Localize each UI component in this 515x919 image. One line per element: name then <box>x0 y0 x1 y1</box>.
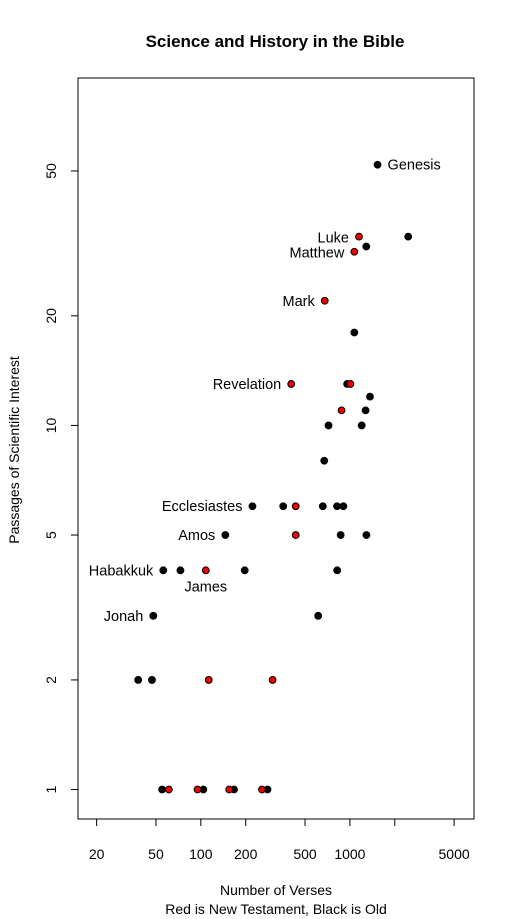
x-tick-label: 100 <box>189 846 213 862</box>
old-testament-point <box>362 242 371 251</box>
old-testament-point <box>148 676 156 684</box>
old-testament-point <box>149 611 158 620</box>
new-testament-point <box>201 566 210 575</box>
new-testament-point <box>291 502 300 511</box>
point-label: Habakkuk <box>89 563 154 579</box>
new-testament-point <box>193 785 202 794</box>
old-testament-point <box>314 611 323 620</box>
plot-frame <box>77 77 475 820</box>
x-tick-label: 1000 <box>334 846 365 862</box>
y-tick-label: 50 <box>43 163 59 179</box>
old-testament-point <box>361 406 370 415</box>
point-label: Mark <box>283 294 316 310</box>
new-testament-point <box>268 676 277 684</box>
new-testament-point <box>258 785 266 794</box>
old-testament-point <box>404 232 413 241</box>
point-label: Matthew <box>290 246 345 262</box>
y-tick-label: 2 <box>43 676 59 684</box>
x-axis-sublabel: Red is New Testament, Black is Old <box>165 901 387 917</box>
x-tick-label: 500 <box>293 846 317 862</box>
x-axis: 20 50 100 200 500 1000 5000 <box>89 818 470 862</box>
old-testament-point <box>350 328 359 337</box>
old-testament-point <box>339 502 348 511</box>
x-tick-label: 5000 <box>439 846 470 862</box>
old-testament-point <box>333 566 342 575</box>
point-label: James <box>184 579 227 595</box>
old-testament-point <box>240 566 249 575</box>
old-testament-point <box>324 421 333 430</box>
new-testament-point <box>287 380 296 388</box>
old-testament-point <box>333 502 341 511</box>
new-testament-point <box>291 531 300 539</box>
old-testament-point <box>357 421 366 430</box>
chart-title: Science and History in the Bible <box>146 32 405 51</box>
x-tick-label: 50 <box>148 846 164 862</box>
point-label: Luke <box>318 231 349 247</box>
old-testament-point <box>336 531 345 539</box>
new-testament-point <box>346 380 355 388</box>
old-testament-point <box>134 676 143 684</box>
data-points <box>134 160 413 794</box>
old-testament-point <box>176 566 185 575</box>
y-tick-label: 1 <box>43 785 59 793</box>
old-testament-point <box>373 160 382 169</box>
point-label: Jonah <box>104 609 144 625</box>
old-testament-point <box>159 566 168 575</box>
new-testament-point <box>204 676 213 684</box>
x-tick-label: 200 <box>234 846 258 862</box>
old-testament-point <box>221 531 230 539</box>
old-testament-point <box>320 456 329 465</box>
point-labels: Genesis Ecclesiastes Amos Habakkuk Jonah Luke… <box>89 158 441 625</box>
old-testament-point <box>366 392 374 401</box>
new-testament-point <box>320 296 329 305</box>
y-axis: 1 2 5 10 20 50 <box>43 163 79 793</box>
point-label: Ecclesiastes <box>162 499 243 515</box>
new-testament-point <box>225 785 234 794</box>
old-testament-point <box>248 502 257 511</box>
new-testament-point <box>337 406 346 415</box>
new-testament-point <box>350 247 359 256</box>
new-testament-point <box>355 232 363 241</box>
y-tick-label: 5 <box>43 531 59 539</box>
y-tick-label: 10 <box>43 417 59 433</box>
old-testament-point <box>279 502 288 511</box>
y-tick-label: 20 <box>43 308 59 324</box>
point-label: Amos <box>178 528 215 544</box>
x-tick-label: 20 <box>89 846 105 862</box>
new-testament-point <box>164 785 173 794</box>
old-testament-point <box>318 502 327 511</box>
y-axis-label: Passages of Scientific Interest <box>6 356 22 544</box>
point-label: Genesis <box>388 158 441 174</box>
point-label: Revelation <box>213 377 282 393</box>
old-testament-point <box>158 785 167 794</box>
x-axis-label: Number of Verses <box>220 882 332 898</box>
old-testament-point <box>362 531 371 539</box>
